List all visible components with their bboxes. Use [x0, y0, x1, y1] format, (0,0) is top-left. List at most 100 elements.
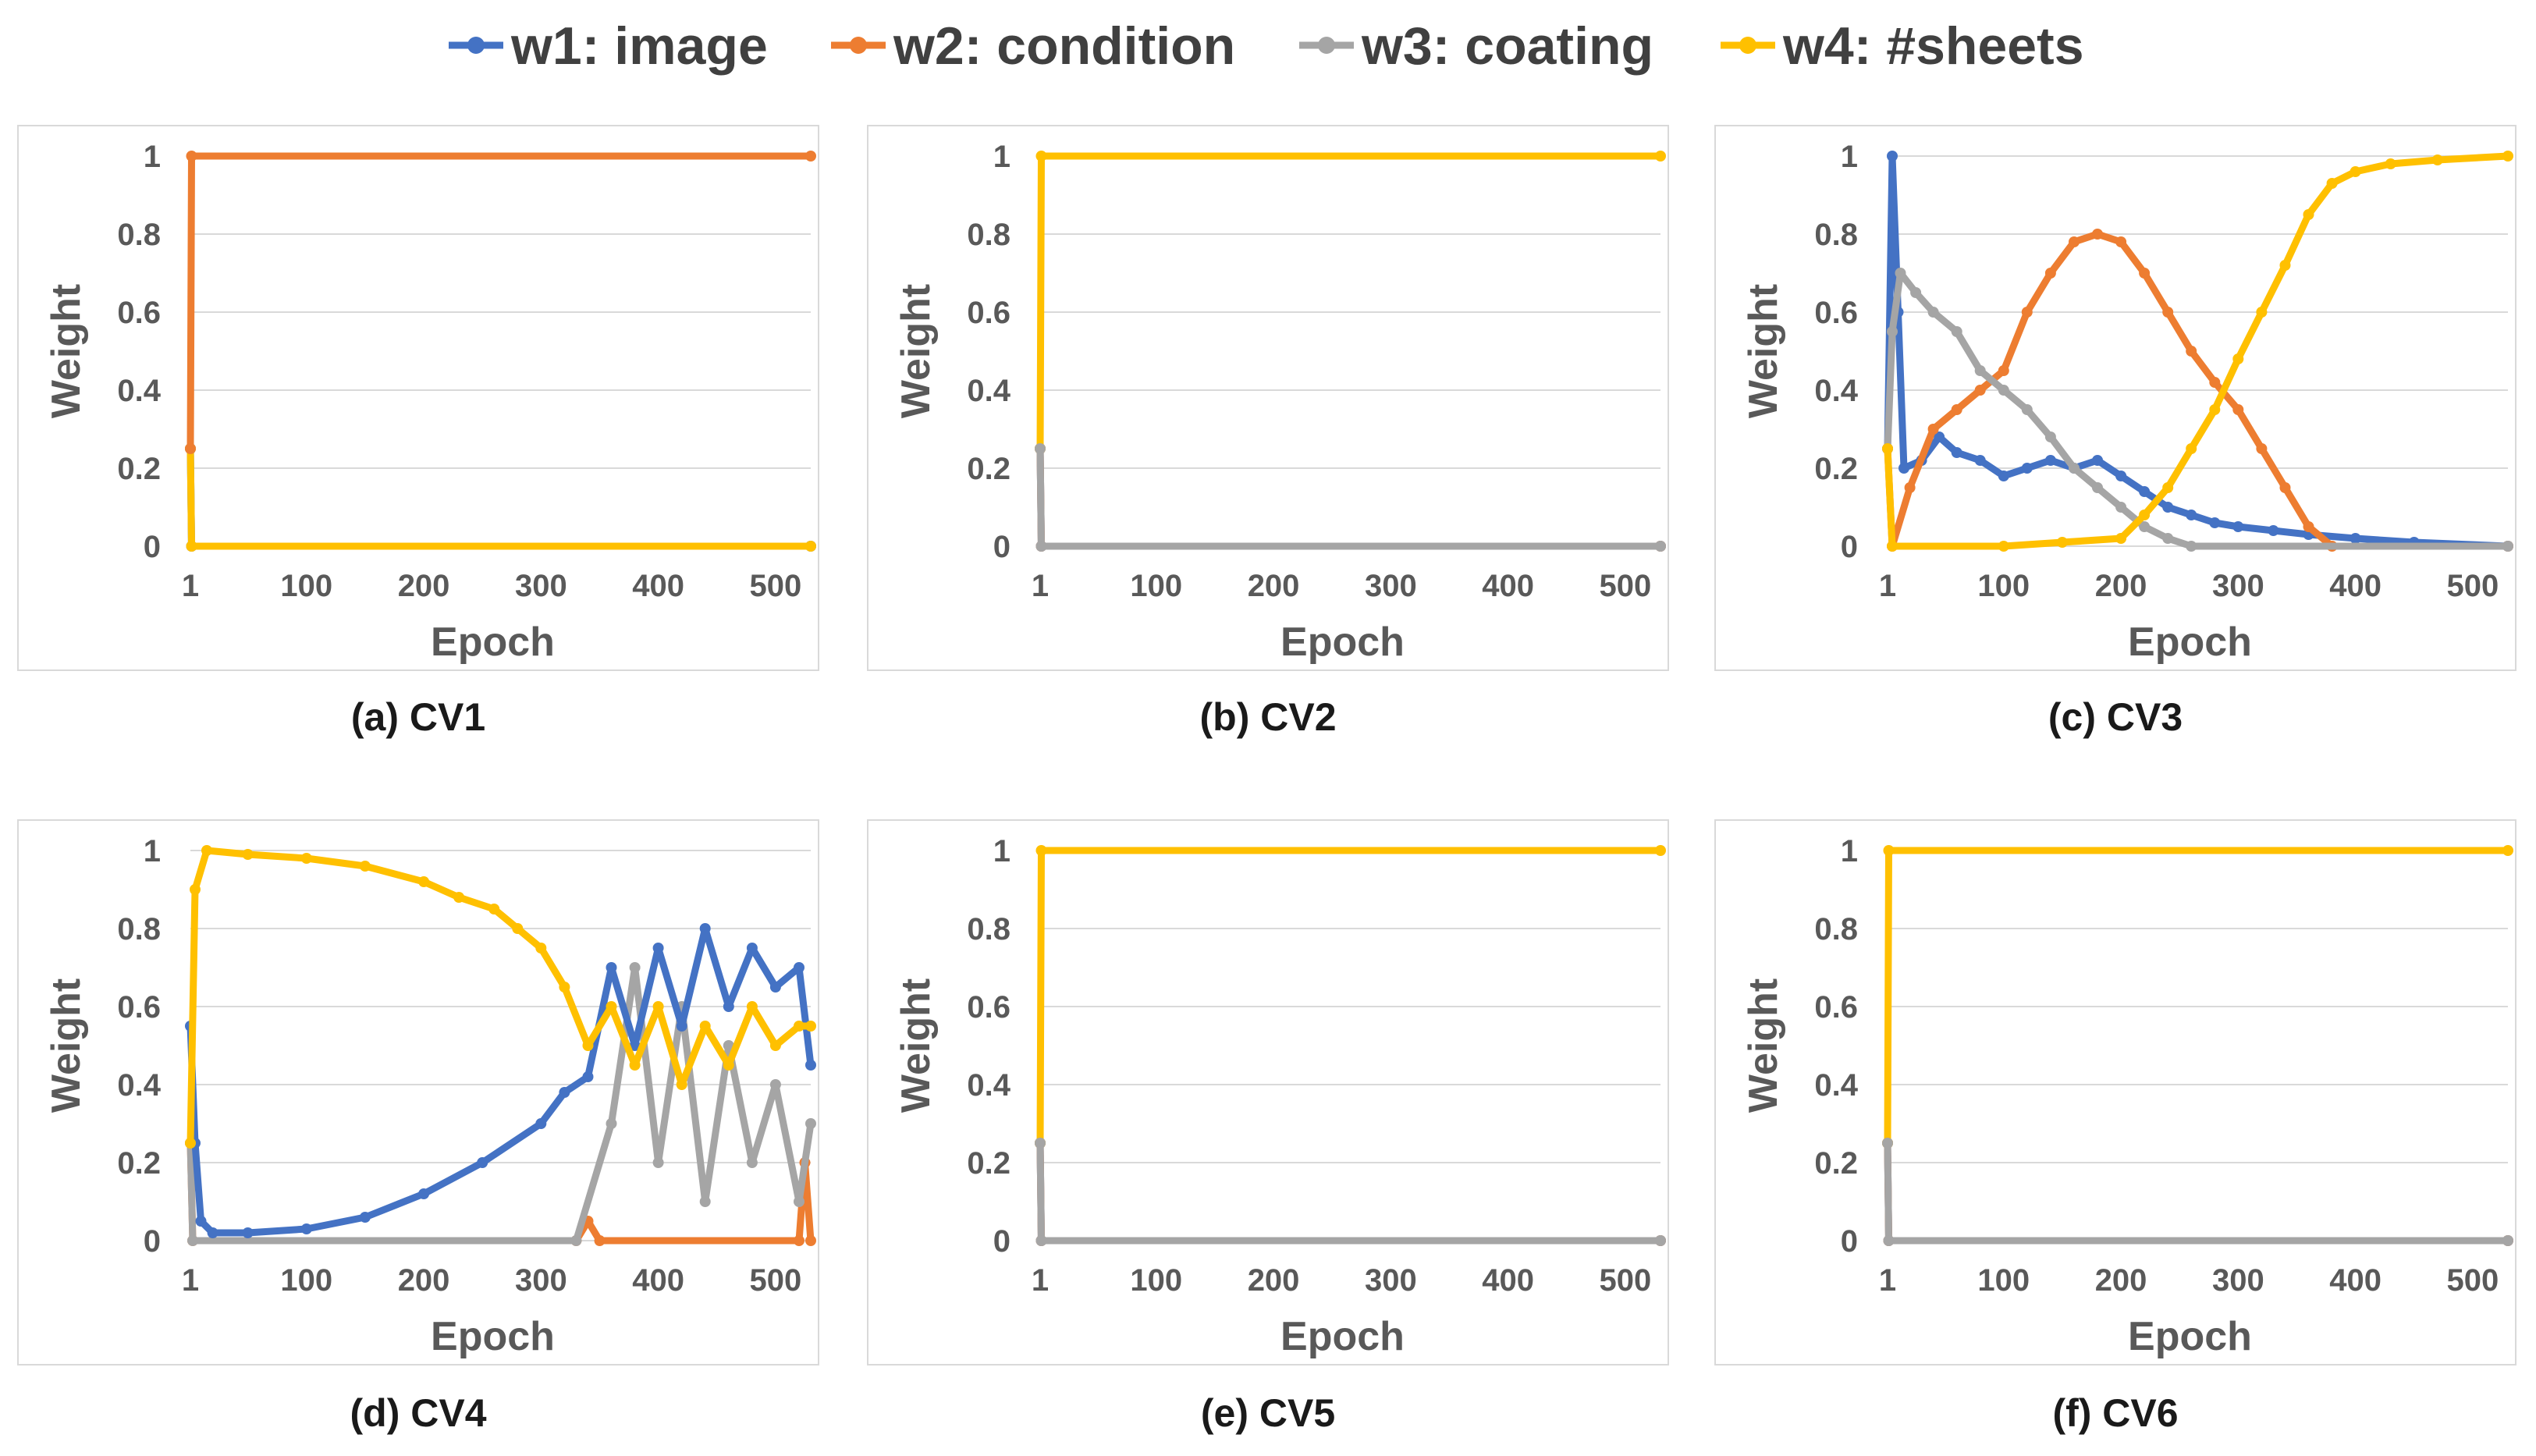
data-point-w4	[769, 1040, 781, 1051]
series-w4	[185, 443, 816, 552]
data-point-w4	[1887, 541, 1898, 552]
series-line-w4	[1036, 847, 1660, 1144]
series-line-w1	[1884, 152, 2509, 550]
x-tick-label: 1	[1032, 569, 1049, 603]
panel-caption-cv5: (e) CV5	[1200, 1391, 1336, 1435]
data-point-w2	[794, 1235, 804, 1246]
data-point-w4	[2326, 178, 2338, 189]
series-w3	[185, 962, 816, 1246]
series-w3	[1882, 268, 2513, 552]
legend-marker-w3	[1318, 37, 1335, 54]
data-point-w3	[629, 962, 641, 973]
y-axis-title: Weight	[1741, 978, 1786, 1113]
data-point-w4	[488, 904, 500, 914]
data-point-w4	[300, 853, 312, 864]
data-point-w4	[2186, 443, 2197, 454]
x-tick-label: 1	[182, 569, 199, 603]
data-point-w3	[699, 1196, 711, 1207]
data-point-w3	[1895, 268, 1906, 279]
y-tick-label: 0.4	[117, 374, 161, 408]
y-tick-label: 1	[1841, 140, 1858, 174]
y-tick-label: 1	[993, 834, 1010, 868]
x-tick-label: 1	[1032, 1263, 1049, 1298]
y-tick-label: 0.6	[1814, 990, 1858, 1025]
series-line-w2	[1884, 1142, 2508, 1245]
x-axis-title: Epoch	[1280, 620, 1405, 665]
series-line-w3	[1036, 1142, 1660, 1245]
y-tick-label: 0.8	[117, 218, 161, 252]
data-point-w4	[1998, 541, 2009, 552]
data-point-w4	[185, 1138, 196, 1149]
data-point-w2	[805, 1235, 816, 1246]
panel-caption-cv6: (f) CV6	[2052, 1391, 2179, 1435]
x-tick-label: 300	[515, 569, 567, 603]
data-point-w2	[2303, 521, 2314, 532]
data-point-w4	[2162, 482, 2174, 493]
data-point-w2	[1974, 385, 1986, 396]
x-axis-title: Epoch	[2128, 620, 2252, 665]
series-line-w2	[186, 1142, 815, 1245]
data-point-w4	[2139, 510, 2151, 520]
chart-panel-cv3: 0 0.2 0.4 0.6 0.8 1 1 100 200 300 400 500 Epoch Weigh…	[1714, 125, 2516, 671]
data-point-w4	[676, 1079, 687, 1090]
series-w1	[1882, 151, 2513, 552]
data-point-w4	[1655, 151, 1666, 162]
data-point-w3	[1035, 1138, 1046, 1149]
data-point-w3	[1974, 365, 1986, 376]
data-point-w1	[207, 1227, 218, 1238]
series-line-w4	[186, 448, 811, 550]
data-point-w1	[676, 1021, 687, 1032]
data-point-w1	[1887, 151, 1898, 162]
data-point-w1	[2021, 463, 2033, 474]
series-line-w2	[1036, 1142, 1660, 1245]
data-point-w2	[1998, 365, 2009, 376]
y-axis-title: Weight	[44, 284, 89, 418]
chart-svg: 0 0.2 0.4 0.6 0.8 1 1 100 200 300 400 500 Epoch Weigh…	[893, 140, 1666, 665]
y-axis-title: Weight	[893, 978, 939, 1113]
x-tick-label: 100	[280, 569, 332, 603]
y-tick-label: 1	[144, 834, 161, 868]
y-tick-label: 0	[993, 1224, 1010, 1259]
data-point-w2	[2209, 377, 2221, 388]
data-point-w3	[1910, 287, 1922, 298]
y-tick-label: 0.2	[1814, 452, 1858, 486]
x-tick-label: 200	[2095, 569, 2147, 603]
y-tick-label: 0.2	[967, 452, 1010, 486]
legend-label-w1: w1: image	[510, 16, 768, 76]
series-w1	[1035, 1138, 1666, 1246]
y-tick-label: 1	[1841, 834, 1858, 868]
data-point-w2	[2115, 236, 2127, 247]
data-point-w1	[606, 962, 617, 973]
data-point-w2	[805, 151, 816, 162]
data-point-w1	[2044, 455, 2056, 466]
data-point-w1	[805, 1060, 816, 1071]
series-line-w3	[1884, 269, 2508, 550]
x-tick-label: 500	[1600, 1263, 1652, 1298]
data-point-w2	[2256, 443, 2268, 454]
x-tick-label: 500	[1600, 569, 1652, 603]
series-w4	[1035, 151, 1666, 454]
data-point-w1	[1951, 447, 1962, 458]
panel-caption-cv1: (a) CV1	[350, 695, 486, 739]
data-point-w1	[2268, 525, 2279, 536]
x-tick-label: 200	[2095, 1263, 2147, 1298]
data-point-w2	[2279, 482, 2291, 493]
data-point-w4	[242, 849, 254, 860]
data-point-w4	[2502, 845, 2513, 856]
data-point-w3	[769, 1079, 781, 1090]
data-point-w1	[559, 1087, 570, 1098]
series-line-w3	[1884, 1142, 2508, 1245]
data-point-w1	[769, 982, 781, 993]
series-w4	[1882, 845, 2513, 1149]
y-tick-label: 0.2	[967, 1146, 1010, 1181]
data-point-w1	[1974, 455, 1986, 466]
panel-caption-cv2: (b) CV2	[1199, 695, 1337, 739]
y-tick-label: 0.6	[117, 990, 161, 1025]
y-axis-title: Weight	[1741, 284, 1786, 418]
data-point-w2	[2186, 346, 2197, 357]
data-point-w4	[606, 1001, 617, 1012]
y-tick-label: 0	[144, 1224, 161, 1259]
data-point-w1	[535, 1118, 547, 1129]
data-point-w4	[2502, 151, 2513, 162]
x-tick-label: 500	[750, 1263, 802, 1298]
